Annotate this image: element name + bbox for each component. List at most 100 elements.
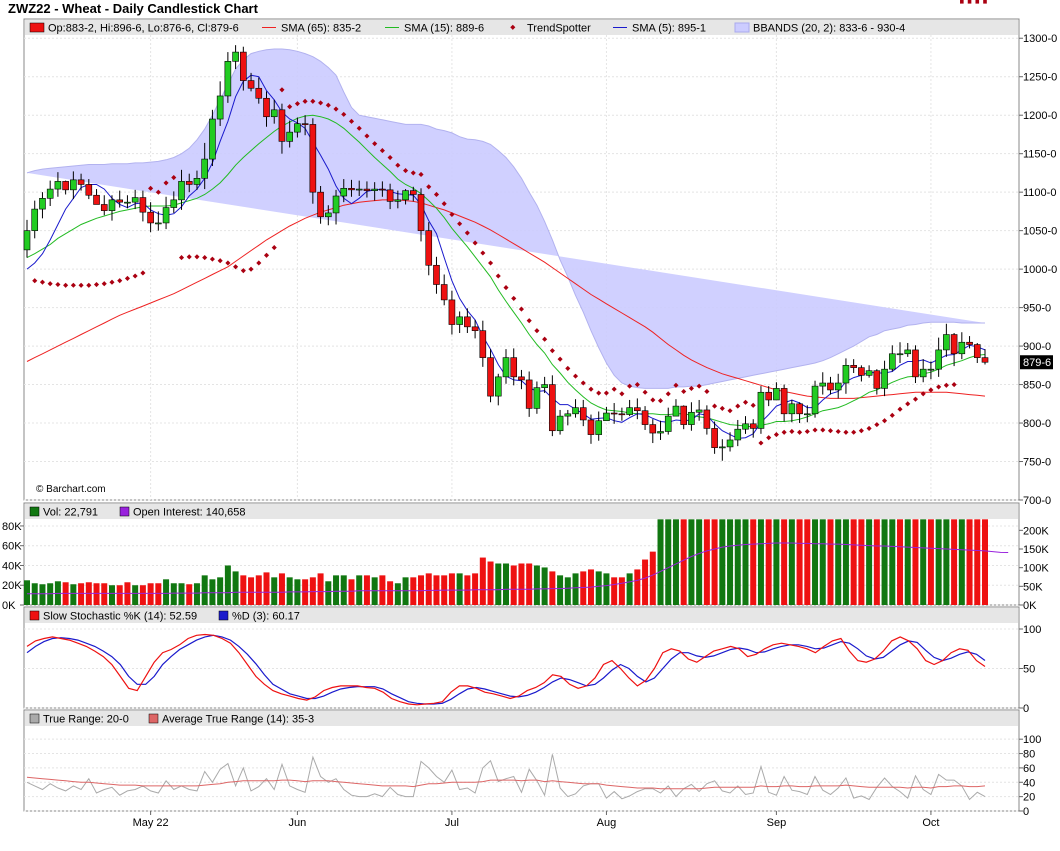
candle-body [579, 407, 587, 421]
volume-bar [719, 519, 726, 605]
volume-bar [101, 583, 108, 605]
candle-body [39, 198, 46, 210]
volume-bar [163, 579, 170, 605]
candle-body [240, 51, 247, 81]
volume-bar [642, 559, 649, 605]
trendspotter-dot [758, 440, 764, 446]
candle-body [711, 428, 718, 448]
price-tick-label: 700-0 [1023, 495, 1051, 507]
trendspotter-legend-label: TrendSpotter [527, 23, 591, 35]
price-tick-label: 1200-0 [1023, 110, 1057, 122]
oi-tick-label: 50K [1023, 581, 1043, 593]
trendspotter-dot [928, 387, 934, 393]
x-tick-label: Aug [597, 817, 617, 829]
volume-bar [711, 519, 718, 605]
candle-body [904, 349, 912, 355]
volume-bar [139, 585, 146, 605]
stoch-tick-label: 0 [1023, 703, 1029, 715]
trendspotter-dot [256, 260, 262, 266]
volume-bar [827, 519, 834, 605]
candle-body [131, 197, 139, 203]
volume-bar [804, 519, 811, 605]
candle-body [456, 316, 463, 325]
volume-bar [217, 577, 224, 605]
price-tick-label: 800-0 [1023, 418, 1051, 430]
volume-bar [224, 565, 231, 605]
x-tick-label: Sep [767, 817, 787, 829]
volume-bar [356, 575, 363, 605]
candle-body [54, 181, 62, 190]
volume-bar [186, 584, 193, 605]
trendspotter-dot [356, 125, 362, 131]
volume-bar [209, 579, 216, 605]
stoch-k-legend-label: Slow Stochastic %K (14): 52.59 [43, 611, 197, 623]
trendspotter-dot [534, 328, 540, 334]
candle-body [193, 178, 201, 185]
volume-bar [70, 584, 77, 605]
volume-bar [193, 583, 200, 605]
price-panel [23, 18, 1020, 501]
volume-bar [479, 557, 486, 605]
candle-body [572, 407, 579, 415]
candle-body [325, 212, 332, 218]
candle-body [70, 179, 77, 191]
volume-bar [278, 573, 285, 605]
oi-tick-label: 200K [1023, 525, 1049, 537]
trendspotter-dot [418, 171, 424, 178]
volume-bar [240, 575, 247, 605]
candle-body [502, 357, 510, 378]
candle-body [332, 195, 340, 214]
candle-body [533, 387, 541, 409]
volume-bar [634, 569, 641, 605]
volume-bar [966, 519, 973, 605]
trendspotter-dot [580, 380, 586, 386]
trendspotter-dot [766, 435, 772, 441]
trendspotter-dot [70, 282, 76, 288]
volume-bar [340, 575, 347, 605]
trendspotter-dot [882, 418, 888, 424]
volume-bar [418, 575, 425, 605]
trendspotter-dot [379, 148, 385, 154]
volume-bar [842, 519, 849, 605]
volume-bar [178, 583, 185, 605]
candle-body [842, 365, 850, 384]
volume-bar [696, 519, 703, 605]
candle-body [224, 61, 232, 97]
trendspotter-dot [140, 270, 146, 276]
trendspotter-dot [889, 412, 895, 418]
candle-body [510, 357, 518, 378]
trendspotter-dot [596, 390, 602, 396]
ohlc-legend-swatch [29, 22, 45, 33]
volume-bar [889, 519, 896, 605]
volume-bar [333, 575, 340, 605]
candle-body [31, 208, 39, 231]
trendspotter-dot [78, 282, 84, 288]
stoch-tick-label: 50 [1023, 664, 1035, 676]
volume-bar [170, 583, 177, 605]
price-tick-label: 1100-0 [1023, 187, 1056, 199]
trendspotter-dot [441, 201, 447, 207]
candle-body [309, 124, 317, 193]
candle-body [162, 207, 170, 224]
volume-bar [812, 519, 819, 605]
stoch-d-legend-label: %D (3): 60.17 [232, 611, 300, 623]
trendspotter-dot [835, 428, 841, 435]
candle-body [170, 199, 178, 208]
trendspotter-dot [63, 282, 69, 288]
candle-body [858, 367, 865, 376]
candle-body [657, 431, 664, 434]
trendspotter-dot [124, 275, 131, 281]
candle-body [881, 368, 888, 389]
candle-body [780, 388, 788, 415]
volume-bar [727, 519, 734, 605]
candle-body [93, 194, 100, 205]
last-price-label: 879-6 [1023, 357, 1051, 369]
candle-body [973, 344, 981, 358]
volume-bar [904, 519, 911, 605]
volume-bar [39, 584, 46, 605]
volume-bar [688, 519, 695, 605]
volume-bar [897, 519, 904, 605]
volume-bar [510, 565, 517, 605]
trendspotter-dot [719, 405, 725, 411]
volume-bar [765, 519, 772, 605]
